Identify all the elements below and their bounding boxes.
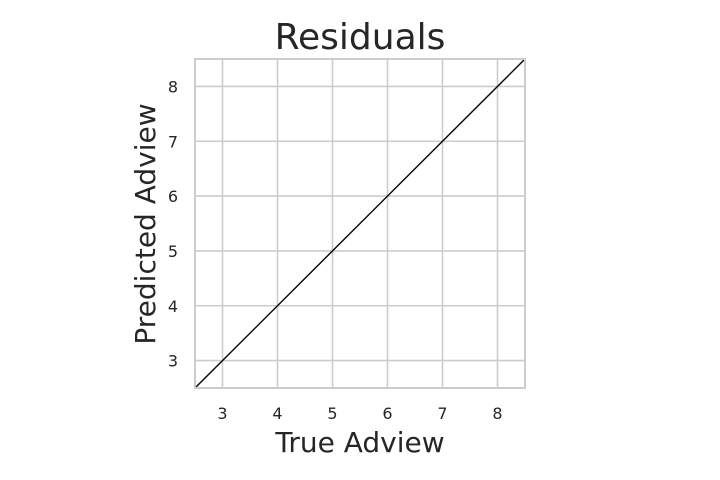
y-tick-label: 7	[168, 132, 178, 151]
y-tick-label: 5	[168, 242, 178, 261]
y-tick-label: 3	[168, 352, 178, 371]
grid	[195, 59, 525, 388]
x-tick-label: 8	[492, 404, 502, 423]
plot-frame	[194, 58, 526, 389]
y-tick-label: 4	[168, 297, 178, 316]
y-tick-label: 6	[168, 187, 178, 206]
series-line	[194, 58, 526, 389]
x-tick-labels: 3 4 5 6 7 8	[217, 404, 502, 423]
y-tick-label: 8	[168, 77, 178, 96]
chart-title: Residuals	[275, 17, 446, 58]
plot-series	[194, 58, 526, 389]
y-axis-label: Predicted Adview	[129, 103, 162, 344]
x-tick-label: 3	[217, 404, 227, 423]
x-axis-label: True Adview	[274, 426, 444, 459]
x-tick-label: 7	[437, 404, 447, 423]
x-tick-label: 6	[382, 404, 392, 423]
x-tick-label: 5	[327, 404, 337, 423]
y-tick-labels: 3 4 5 6 7 8	[168, 77, 178, 370]
x-tick-label: 4	[272, 404, 282, 423]
